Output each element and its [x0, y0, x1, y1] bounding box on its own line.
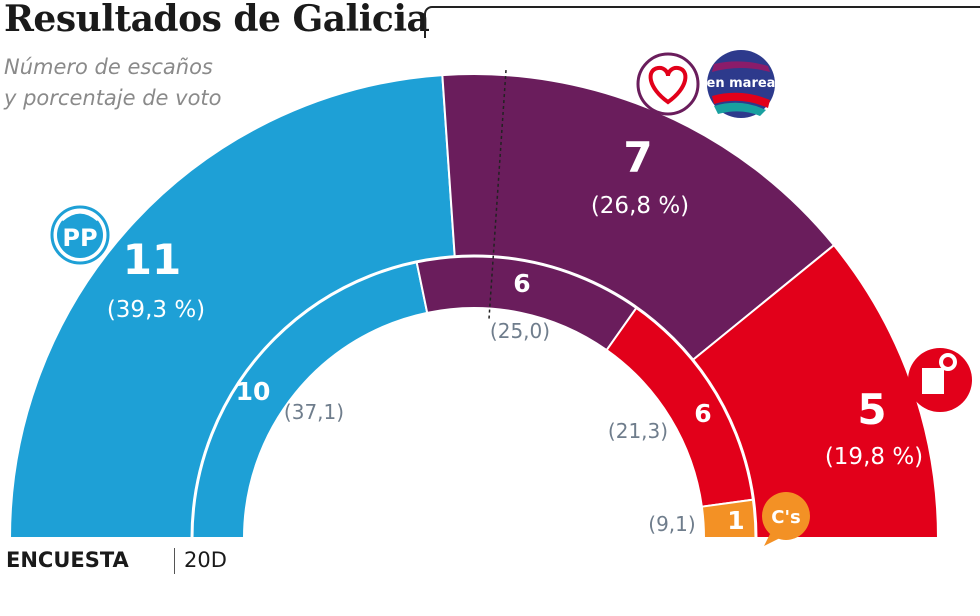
- pp-logo-gull: [61, 210, 99, 222]
- cs-logo-icon: [762, 492, 810, 540]
- inner-seats-label-cs: 1: [727, 506, 744, 535]
- inner-seats-label-pp: 10: [236, 377, 271, 406]
- legend-inner-ring-label: 20D: [184, 548, 227, 572]
- outer-seats-label-psoe: 5: [857, 385, 886, 434]
- subtitle-line-2: y porcentaje de voto: [4, 86, 222, 110]
- pp-logo-text: PP: [62, 224, 97, 252]
- inner-pct-label-en-marea: (25,0): [490, 319, 550, 343]
- cs-logo-tail: [764, 534, 780, 546]
- outer-pct-label-en-marea: (26,8 %): [591, 193, 689, 219]
- inner-seats-label-en-marea: 6: [513, 269, 530, 298]
- subtitle-line-1: Número de escaños: [4, 55, 213, 79]
- legend-outer-ring-label: ENCUESTA: [6, 548, 129, 572]
- ring-separator: [190, 254, 758, 539]
- outer-pct-label-pp: (39,3 %): [107, 297, 205, 323]
- outer-pct-label-psoe: (19,8 %): [825, 444, 923, 470]
- outer-seats-label-pp: 11: [123, 235, 181, 284]
- en-marea-logo-wave-red: [712, 92, 770, 108]
- en-marea-logo-text: en marea: [707, 76, 776, 91]
- cs-logo-text: C's: [771, 507, 800, 528]
- legend-divider: [174, 548, 175, 574]
- heart-badge-icon: [636, 52, 700, 116]
- subtitle: Número de escaños y porcentaje de voto: [4, 52, 222, 114]
- majority-line: [488, 67, 507, 319]
- heart-icon: [648, 65, 688, 105]
- pp-logo-inner: [57, 212, 103, 258]
- outer-seats-label-en-marea: 7: [623, 133, 652, 182]
- psoe-logo-hand: [922, 368, 944, 394]
- psoe-logo-rose-center: [943, 357, 953, 367]
- en-marea-logo-wave-purple: [712, 61, 770, 72]
- inner-pct-label-psoe: (21,3): [608, 419, 668, 443]
- title-rule: [424, 6, 980, 38]
- inner-pct-label-pp: (37,1): [284, 400, 344, 424]
- page-title: Resultados de Galicia: [4, 0, 430, 40]
- en-marea-logo-wave-teal: [714, 102, 766, 116]
- inner-pct-label-cs: (9,1): [648, 512, 695, 536]
- inner-seats-label-psoe: 6: [694, 399, 711, 428]
